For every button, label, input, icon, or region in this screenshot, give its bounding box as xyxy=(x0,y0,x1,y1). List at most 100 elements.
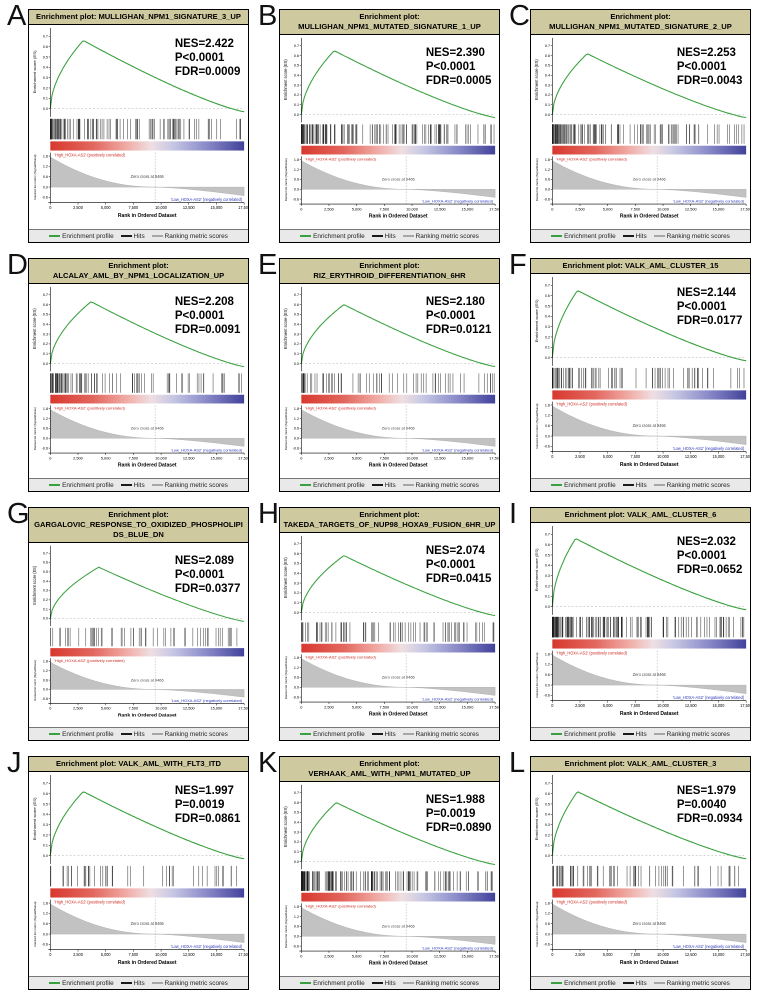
svg-text:2,500: 2,500 xyxy=(73,952,83,957)
enrichment-profile-line-icon xyxy=(49,733,61,735)
svg-text:10,000: 10,000 xyxy=(406,206,418,211)
svg-text:0.6: 0.6 xyxy=(43,792,48,796)
svg-text:0.6: 0.6 xyxy=(43,922,48,926)
chart-area: 0.7 0.6 0.5 0.4 0.3 0.2 0.1 0.0 1.8 1.2 0.6 0.0 -0.6… xyxy=(29,772,248,976)
svg-text:0.2: 0.2 xyxy=(545,93,550,97)
p-value: P=0.0019 xyxy=(174,799,225,812)
legend-label-ranking-metric: Ranking metric scores xyxy=(666,232,730,240)
svg-text:1.2: 1.2 xyxy=(294,168,299,172)
legend-label-hits: Hits xyxy=(635,232,647,240)
legend-label-enrichment-profile: Enrichment profile xyxy=(62,232,114,240)
fdr-value: FDR=0.0934 xyxy=(676,813,743,826)
svg-text:0.7: 0.7 xyxy=(294,791,299,795)
panel-letter: H xyxy=(258,498,279,530)
svg-text:7,500: 7,500 xyxy=(129,205,139,210)
stats-block: NES=2.089 P<0.0001 FDR=0.0377 xyxy=(175,554,241,596)
svg-text:1.8: 1.8 xyxy=(43,154,48,158)
svg-text:0.5: 0.5 xyxy=(43,55,48,59)
svg-text:2,500: 2,500 xyxy=(575,952,585,957)
svg-text:0.5: 0.5 xyxy=(294,561,299,565)
hits-line-icon xyxy=(371,733,383,735)
hits-line-icon xyxy=(120,235,132,237)
svg-text:0.1: 0.1 xyxy=(545,843,550,847)
negatively-correlated-label: 'Low_HOXA-AS2' (negatively correlated) xyxy=(673,695,745,700)
gsea-chart-svg: 0.7 0.6 0.5 0.4 0.3 0.2 0.1 0.0 1.8 1.2 0.6 0.0 -0.6… xyxy=(534,525,750,717)
legend-item-hits: Hits xyxy=(622,232,647,240)
svg-text:5,000: 5,000 xyxy=(101,205,111,210)
chart-area: 0.7 0.6 0.5 0.4 0.3 0.2 0.1 0.0 1.8 1.2 0.6 0.0 -0.6… xyxy=(280,35,499,229)
x-axis-label: Rank in Ordered Dataset xyxy=(620,960,679,966)
enrichment-panel: Enrichment plot: VALK_AML_CLUSTER_6 0.7 0… xyxy=(530,507,751,741)
panel-letter: A xyxy=(7,0,27,32)
nes-value: NES=2.208 xyxy=(174,296,234,309)
enrichment-panel: Enrichment plot: VERHAAK_AML_WITH_NPM1_M… xyxy=(279,756,500,990)
legend-label-ranking-metric: Ranking metric scores xyxy=(666,730,730,738)
negatively-correlated-label: 'Low_HOXA-AS2' (negatively correlated) xyxy=(171,698,243,703)
ranking-metric-line-icon xyxy=(653,733,665,735)
es-axis-label: Enrichment score (ES) xyxy=(283,556,288,598)
svg-text:15,000: 15,000 xyxy=(211,706,223,710)
svg-text:0.7: 0.7 xyxy=(294,542,299,546)
svg-text:17,500: 17,500 xyxy=(238,706,248,710)
svg-text:0.4: 0.4 xyxy=(545,812,550,816)
svg-text:0.4: 0.4 xyxy=(545,314,550,318)
svg-text:1.8: 1.8 xyxy=(43,901,48,905)
svg-text:15,000: 15,000 xyxy=(713,454,726,459)
svg-text:0.6: 0.6 xyxy=(545,922,550,926)
legend-label-enrichment-profile: Enrichment profile xyxy=(313,979,365,987)
title-prefix: Enrichment plot: xyxy=(359,759,420,768)
hits-line-icon xyxy=(622,235,634,237)
x-axis-label: Rank in Ordered Dataset xyxy=(620,462,679,468)
svg-text:0.1: 0.1 xyxy=(545,345,550,349)
negatively-correlated-label: 'Low_HOXA-AS2' (negatively correlated) xyxy=(673,944,745,949)
legend-bar: Enrichment profile Hits Ranking metric s… xyxy=(531,976,750,989)
legend-label-hits: Hits xyxy=(384,979,396,987)
svg-text:0.3: 0.3 xyxy=(545,823,550,827)
svg-text:12,500: 12,500 xyxy=(434,953,446,958)
svg-text:1.2: 1.2 xyxy=(545,168,550,172)
svg-text:0.5: 0.5 xyxy=(294,63,299,67)
svg-text:0.6: 0.6 xyxy=(43,175,48,179)
svg-text:0.2: 0.2 xyxy=(294,591,299,595)
svg-text:0.2: 0.2 xyxy=(294,93,299,97)
ranking-metric-line-icon xyxy=(653,982,665,984)
enrichment-panel: Enrichment plot: VALK_AML_CLUSTER_15 0.7… xyxy=(530,258,751,492)
gsea-chart-svg: 0.7 0.6 0.5 0.4 0.3 0.2 0.1 0.0 1.8 1.2 0.6 0.0 -0.6… xyxy=(283,784,499,966)
svg-text:0.4: 0.4 xyxy=(43,65,48,69)
gene-set-name: MULLIGHAN_NPM1_MUTATED_SIGNATURE_1_UP xyxy=(298,21,481,31)
legend-label-ranking-metric: Ranking metric scores xyxy=(415,232,479,240)
svg-text:12,500: 12,500 xyxy=(685,952,698,957)
svg-text:1.8: 1.8 xyxy=(294,656,299,660)
svg-text:5,000: 5,000 xyxy=(101,455,111,460)
svg-text:0.0: 0.0 xyxy=(545,683,550,687)
panel-letter: G xyxy=(7,498,30,530)
svg-text:15,000: 15,000 xyxy=(211,455,223,460)
svg-text:0.0: 0.0 xyxy=(545,434,550,438)
legend-item-enrichment-profile: Enrichment profile xyxy=(551,731,616,738)
svg-text:0: 0 xyxy=(300,455,302,460)
svg-text:1.8: 1.8 xyxy=(43,659,48,663)
fdr-value: FDR=0.0652 xyxy=(676,564,743,577)
panel-title: Enrichment plot: VALK_AML_CLUSTER_6 xyxy=(531,508,750,523)
svg-text:0.6: 0.6 xyxy=(294,552,299,556)
gsea-panel-cell: L Enrichment plot: VALK_AML_CLUSTER_3 0.… xyxy=(506,747,757,996)
svg-text:1.2: 1.2 xyxy=(43,669,48,673)
svg-text:0: 0 xyxy=(551,952,554,957)
gene-set-name: MULLIGHAN_NPM1_MUTATED_SIGNATURE_2_UP xyxy=(549,21,732,31)
gsea-panel-cell: D Enrichment plot: ALCALAY_AML_BY_NPM1_L… xyxy=(4,249,255,498)
svg-text:0.3: 0.3 xyxy=(545,574,550,578)
svg-text:0.2: 0.2 xyxy=(545,584,550,588)
legend-bar: Enrichment profile Hits Ranking metric s… xyxy=(280,229,499,242)
svg-text:0.0: 0.0 xyxy=(545,113,550,117)
svg-text:17,500: 17,500 xyxy=(740,952,750,957)
fdr-value: FDR=0.0861 xyxy=(174,813,241,826)
metric-axis-label: Ranked list metric (Signal2Noise) xyxy=(284,656,288,699)
svg-text:0.4: 0.4 xyxy=(294,820,299,824)
es-axis-label: Enrichment score (ES) xyxy=(534,797,539,841)
gene-set-name: GARGALOVIC_RESPONSE_TO_OXIDIZED_PHOSPHOL… xyxy=(34,519,243,539)
legend-label-hits: Hits xyxy=(635,730,647,738)
gene-set-name: VERHAAK_AML_WITH_NPM1_MUTATED_UP xyxy=(308,768,471,778)
svg-text:5,000: 5,000 xyxy=(603,454,613,459)
zero-cross-label: Zero cross at 9466 xyxy=(131,174,165,179)
svg-text:0.7: 0.7 xyxy=(43,293,48,297)
